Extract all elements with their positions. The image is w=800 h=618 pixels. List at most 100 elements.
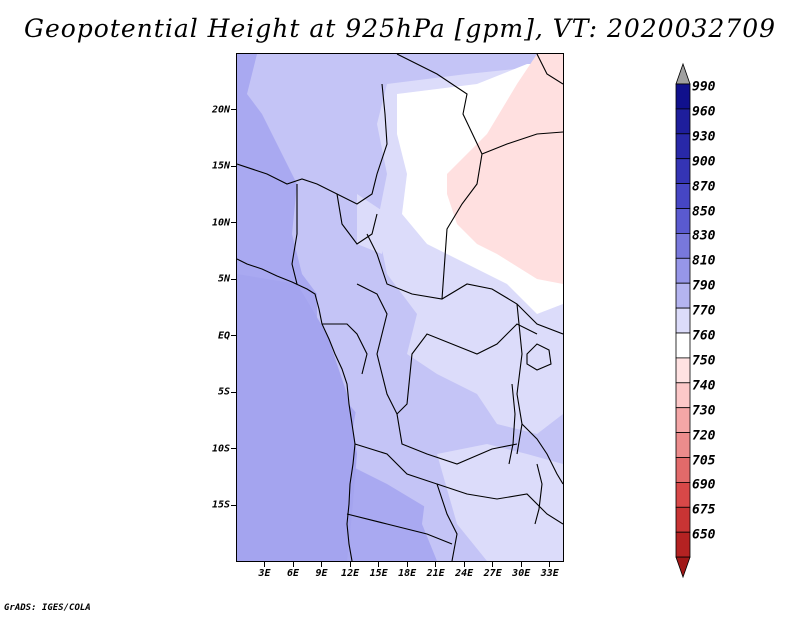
colorbar-segment — [675, 457, 691, 483]
chart-title: Geopotential Height at 925hPa [gpm], VT:… — [23, 14, 777, 43]
colorbar-label: 650 — [692, 527, 716, 543]
lon-tick — [549, 562, 551, 567]
colorbar-top-arrow — [675, 62, 691, 85]
lat-tick — [231, 391, 236, 393]
border-10 — [436, 483, 563, 525]
colorbar-label: 720 — [692, 428, 716, 444]
colorbar-label: 790 — [692, 278, 716, 294]
lon-tick — [492, 562, 494, 567]
colorbar-label: 830 — [692, 228, 716, 244]
border-3 — [336, 193, 378, 245]
lat-tick-label: 20N — [211, 104, 230, 116]
colorbar-label: 870 — [692, 179, 716, 195]
colorbar-segment — [675, 158, 691, 184]
border-4 — [366, 233, 563, 335]
lake-victoria — [526, 343, 552, 371]
lon-tick-label: 12E — [341, 568, 360, 579]
colorbar-label: 990 — [692, 79, 716, 95]
colorbar-segment — [675, 307, 691, 334]
border-6 — [356, 283, 538, 415]
colorbar-segment — [675, 432, 691, 458]
colorbar-label: 730 — [692, 403, 716, 419]
lake-malawi — [534, 463, 543, 525]
border-12 — [521, 423, 563, 485]
lon-tick — [463, 562, 465, 567]
lat-tick — [231, 222, 236, 224]
lon-tick-label: 24E — [455, 568, 474, 579]
colorbar-label: 750 — [692, 353, 716, 369]
colorbar-label: 810 — [692, 253, 716, 269]
lon-tick-label: 27E — [483, 568, 502, 579]
colorbar-label: 900 — [692, 154, 716, 170]
colorbar-label: 770 — [692, 303, 716, 319]
lat-tick-label: 10N — [211, 217, 230, 229]
colorbar-segment — [675, 232, 691, 259]
coastline-west — [237, 258, 356, 561]
lon-tick-label: 3E — [258, 568, 271, 579]
lat-tick — [231, 109, 236, 111]
lat-tick-label: 15N — [211, 160, 230, 172]
lon-tick-label: 15E — [369, 568, 388, 579]
colorbar-segment — [675, 531, 691, 558]
colorbar-segment — [675, 481, 691, 508]
colorbar-segment — [675, 332, 691, 359]
border-14 — [536, 54, 563, 85]
colorbar-label: 740 — [692, 378, 716, 394]
lat-tick-label: EQ — [217, 330, 230, 342]
colorbar-segment — [675, 257, 691, 284]
lat-tick — [231, 165, 236, 167]
border-13 — [346, 513, 453, 545]
lon-tick-label: 21E — [426, 568, 445, 579]
country-borders — [237, 54, 563, 561]
lat-tick — [231, 335, 236, 337]
colorbar-segment — [675, 133, 691, 160]
colorbar-label: 760 — [692, 328, 716, 344]
border-1 — [237, 83, 388, 205]
lon-tick-label: 30E — [512, 568, 531, 579]
lat-tick — [231, 504, 236, 506]
colorbar-segment — [675, 208, 691, 234]
colorbar-segment — [675, 183, 691, 209]
field-810-ocean — [237, 274, 357, 561]
colorbar-segment — [675, 407, 691, 434]
border-8 — [396, 413, 518, 465]
colorbar-label: 850 — [692, 204, 716, 219]
field-750-pink — [447, 54, 563, 284]
border-2 — [291, 184, 298, 285]
lon-tick-label: 6E — [287, 568, 300, 579]
lon-tick — [520, 562, 522, 567]
lon-tick-label: 9E — [315, 568, 328, 579]
lat-tick-label: 5N — [217, 273, 230, 285]
colorbar-segment — [675, 282, 691, 309]
colorbar-label: 930 — [692, 129, 716, 145]
field-770-southeast — [437, 444, 563, 561]
map-svg — [237, 54, 563, 561]
lat-tick-label: 5S — [217, 386, 230, 398]
border-7 — [322, 323, 368, 375]
lat-tick — [231, 278, 236, 280]
border-11 — [516, 303, 523, 455]
colorbar-segment — [675, 506, 691, 533]
lon-tick — [292, 562, 294, 567]
footer-credit: GrADS: IGES/COLA — [4, 603, 91, 613]
colorbar-segment — [675, 83, 691, 110]
map-panel — [236, 53, 564, 562]
lon-tick — [406, 562, 408, 567]
colorbar-label: 960 — [692, 104, 716, 120]
lon-tick — [349, 562, 351, 567]
colorbar-bottom-arrow — [675, 556, 691, 579]
lat-tick-label: 10S — [211, 443, 230, 455]
colorbar-label: 675 — [692, 502, 716, 518]
colorbar-segment — [675, 357, 691, 384]
lat-tick-label: 15S — [211, 499, 230, 511]
colorbar-segment — [675, 108, 691, 135]
colorbar-label: 690 — [692, 477, 716, 493]
lon-tick-label: 33E — [540, 568, 559, 579]
lon-tick-label: 18E — [398, 568, 417, 579]
colorbar-label: 705 — [692, 453, 716, 468]
border-15 — [481, 131, 563, 155]
lon-tick — [264, 562, 266, 567]
colorbar — [675, 62, 691, 579]
lon-tick — [435, 562, 437, 567]
lat-tick — [231, 448, 236, 450]
